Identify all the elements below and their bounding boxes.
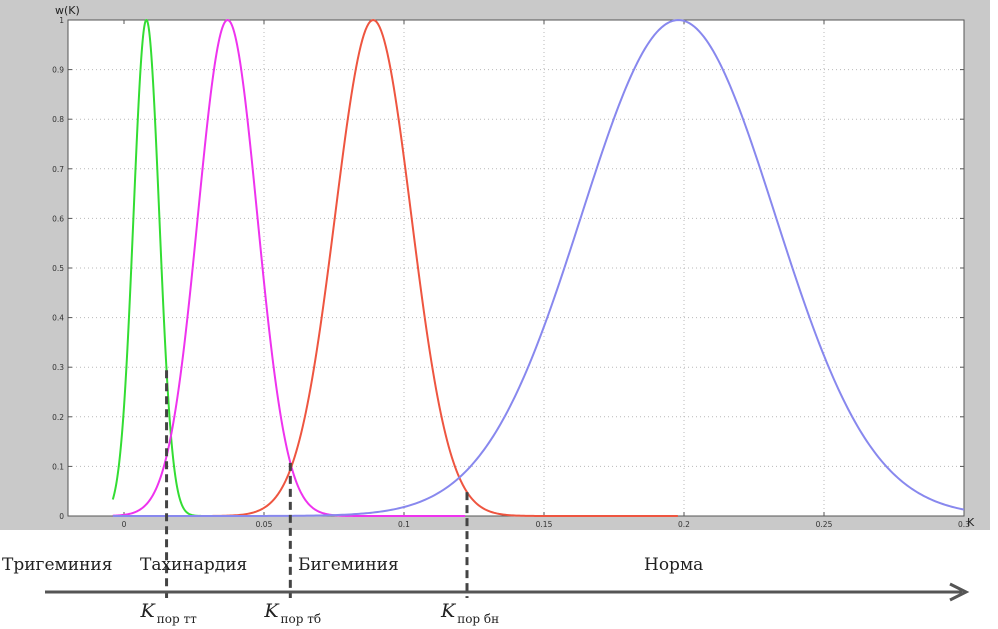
y-tick-label: 0.9: [52, 66, 64, 75]
y-tick-label: 0: [59, 512, 64, 521]
y-tick-label: 0.3: [52, 363, 64, 372]
x-tick-label: 0.25: [816, 520, 833, 529]
x-tick-label: 0: [122, 520, 127, 529]
y-tick-label: 0.6: [52, 214, 64, 223]
y-axis-title: w(K): [55, 4, 80, 17]
x-tick-label: 0.3: [958, 520, 970, 529]
y-tick-label: 0.1: [52, 462, 64, 471]
region-label-norm: Норма: [644, 555, 703, 575]
region-label-bigeminy: Бигеминия: [298, 555, 399, 575]
y-tick-label: 0.4: [52, 314, 64, 323]
k-axis-arrowhead: [949, 582, 970, 602]
region-label-trigeminy: Тригеминия: [2, 555, 112, 575]
density-curve-2: [112, 19, 466, 517]
y-tick-label: 0.8: [52, 115, 64, 124]
density-curve-4: [112, 19, 965, 517]
region-label-tachycardia: Тахинардия: [140, 555, 247, 575]
y-tick-label: 0.5: [52, 264, 64, 273]
grid: [68, 20, 964, 516]
y-tick-label: 1: [59, 16, 64, 25]
y-tick-label: 0.2: [52, 413, 64, 422]
x-tick-label: 0.2: [678, 520, 690, 529]
x-tick-label: 0.15: [536, 520, 553, 529]
y-axis-ticks: 0 0.1 0.2 0.3 0.4 0.5 0.6 0.7 0.8 0.9 1: [52, 16, 964, 521]
x-tick-label: 0.05: [256, 520, 273, 529]
x-axis-title: K: [967, 516, 975, 529]
density-curves: [111, 18, 965, 517]
x-tick-label: 0.1: [398, 520, 410, 529]
y-tick-label: 0.7: [52, 165, 64, 174]
